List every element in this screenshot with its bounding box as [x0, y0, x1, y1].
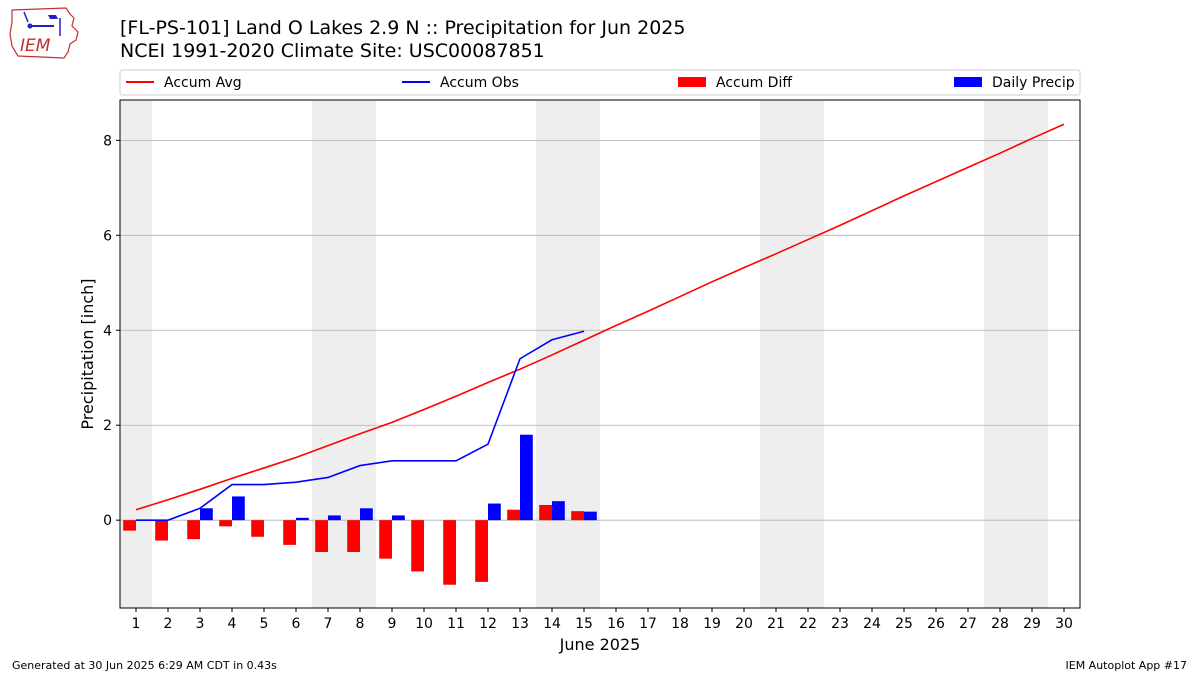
bar	[552, 501, 565, 521]
legend-item: Daily Precip	[954, 75, 1075, 91]
y-tick-label: 6	[103, 228, 112, 244]
bar	[347, 520, 360, 552]
bar	[187, 520, 200, 540]
bar	[155, 520, 168, 541]
legend-label: Daily Precip	[992, 75, 1075, 91]
x-tick-label: 27	[959, 616, 977, 632]
legend-item: Accum Obs	[402, 75, 519, 91]
x-tick-label: 10	[415, 616, 433, 632]
bar	[571, 511, 584, 521]
bar	[392, 515, 405, 521]
iem-logo: IEM	[8, 6, 80, 60]
y-tick-label: 8	[103, 133, 112, 149]
x-tick-label: 19	[703, 616, 721, 632]
bar	[283, 520, 296, 545]
bar	[520, 434, 533, 521]
x-tick-label: 24	[863, 616, 881, 632]
bar	[296, 517, 309, 521]
x-tick-label: 18	[671, 616, 689, 632]
x-tick-label: 28	[991, 616, 1009, 632]
bar	[507, 509, 520, 521]
x-tick-label: 4	[228, 616, 237, 632]
bar-series	[123, 434, 597, 585]
bar	[328, 515, 341, 521]
legend-swatch	[678, 77, 706, 87]
bar	[443, 520, 456, 585]
y-tick-label: 4	[103, 323, 112, 339]
accum-obs-line	[136, 330, 585, 521]
y-axis-label: Precipitation [inch]	[78, 278, 97, 429]
line-series	[135, 123, 1065, 521]
legend-item: Accum Diff	[678, 75, 792, 91]
x-tick-label: 16	[607, 616, 625, 632]
plot-frame	[119, 99, 1081, 609]
legend-label: Accum Diff	[716, 75, 792, 91]
iem-iowa-logo-icon: IEM	[9, 7, 79, 59]
bar	[232, 496, 245, 521]
x-tick-label: 30	[1055, 616, 1073, 632]
bar	[219, 520, 232, 527]
footer-app: IEM Autoplot App #17	[1065, 659, 1188, 672]
weekend-band	[760, 100, 824, 608]
x-tick-label: 25	[895, 616, 913, 632]
x-tick-label: 6	[292, 616, 301, 632]
x-tick-label: 29	[1023, 616, 1041, 632]
daily-precip-bars	[200, 434, 597, 521]
accum-diff-bars	[123, 504, 584, 585]
bar	[584, 511, 597, 521]
x-tick-label: 22	[799, 616, 817, 632]
x-tick-label: 26	[927, 616, 945, 632]
bar	[475, 520, 488, 582]
x-tick-label: 17	[639, 616, 657, 632]
bar	[411, 520, 424, 572]
x-tick-label: 9	[388, 616, 397, 632]
chart-title: [FL-PS-101] Land O Lakes 2.9 N :: Precip…	[120, 17, 686, 39]
bar	[360, 508, 373, 521]
legend-frame	[119, 69, 1081, 96]
x-tick-label: 8	[356, 616, 365, 632]
x-tick-label: 20	[735, 616, 753, 632]
x-tick-label: 21	[767, 616, 785, 632]
gridlines	[120, 139, 1080, 521]
bar	[379, 520, 392, 559]
x-tick-label: 3	[196, 616, 205, 632]
x-tick-label: 14	[543, 616, 561, 632]
weekend-band	[984, 100, 1048, 608]
logo-text: IEM	[20, 36, 51, 56]
y-tick-label: 0	[103, 513, 112, 529]
x-tick-label: 7	[324, 616, 333, 632]
accum-avg-line	[135, 123, 1065, 511]
x-tick-label: 13	[511, 616, 529, 632]
bar	[200, 508, 213, 521]
x-tick-label: 12	[479, 616, 497, 632]
bar	[251, 520, 264, 537]
axes: 1 2 3 4 5 6 7 8 9 10 11 12 13 14 15 16 17 18 19 20 21 22 23 24 2…	[103, 133, 1073, 632]
x-tick-label: 2	[164, 616, 173, 632]
x-tick-label: 15	[575, 616, 593, 632]
chart-subtitle: NCEI 1991-2020 Climate Site: USC00087851	[120, 40, 545, 62]
y-tick-label: 2	[103, 418, 112, 434]
x-tick-label: 5	[260, 616, 269, 632]
weekend-band	[120, 100, 152, 608]
x-axis-label: June 2025	[559, 635, 641, 654]
footer-generated: Generated at 30 Jun 2025 6:29 AM CDT in …	[12, 659, 277, 672]
weekend-shading	[120, 100, 1048, 608]
bar	[539, 504, 552, 521]
x-tick-label: 23	[831, 616, 849, 632]
bar	[123, 520, 136, 531]
legend-item: Accum Avg	[126, 75, 242, 91]
x-tick-label: 11	[447, 616, 465, 632]
legend: Accum Avg Accum Obs Accum Diff Daily Precip	[119, 69, 1081, 96]
bar	[315, 520, 328, 552]
weekend-band	[536, 100, 600, 608]
bar	[488, 503, 501, 521]
legend-label: Accum Avg	[164, 75, 242, 91]
legend-label: Accum Obs	[440, 75, 519, 91]
legend-swatch	[954, 77, 982, 87]
x-tick-label: 1	[132, 616, 141, 632]
